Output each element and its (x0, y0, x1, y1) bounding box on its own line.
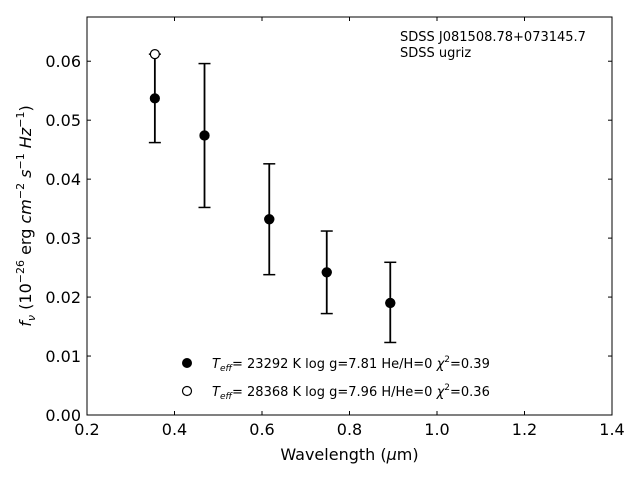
model-point-open (149, 49, 160, 60)
y-axis-ticks: 0.00 0.01 0.02 0.03 0.04 0.05 0.06 (45, 52, 612, 425)
x-tick-label: 0.4 (162, 420, 187, 439)
y-tick-label: 0.05 (45, 111, 81, 130)
model-point-filled (264, 214, 275, 225)
y-tick-label: 0.03 (45, 229, 81, 248)
legend: Teff= 23292 K log g=7.81 He/H=0 χ2=0.39 … (181, 355, 490, 402)
model-point-filled (149, 93, 160, 104)
x-axis-label: Wavelength (μm) (280, 445, 418, 464)
x-tick-label: 0.6 (249, 420, 274, 439)
legend-entry-2: Teff= 28368 K log g=7.96 H/He=0 χ2=0.36 (212, 383, 490, 402)
y-tick-label: 0.00 (45, 406, 81, 425)
y-tick-label: 0.04 (45, 170, 81, 189)
model-point-filled (321, 267, 332, 278)
x-tick-label: 1.0 (424, 420, 449, 439)
y-tick-label: 0.01 (45, 347, 81, 366)
model-points (149, 49, 396, 309)
legend-marker-filled (182, 358, 192, 368)
legend-marker-open (181, 385, 193, 397)
y-tick-label: 0.02 (45, 288, 81, 307)
x-tick-label: 0.2 (74, 420, 99, 439)
y-axis-label: fν (10−26 erg cm−2 s−1 Hz−1) (14, 105, 38, 326)
model-point-filled (385, 297, 396, 309)
y-tick-label: 0.06 (45, 52, 81, 71)
legend-entry-1: Teff= 23292 K log g=7.81 He/H=0 χ2=0.39 (212, 355, 490, 374)
x-axis-ticks: 0.2 0.4 0.6 0.8 1.0 1.2 1.4 (74, 17, 625, 439)
filter-set-annotation: SDSS ugriz (400, 46, 471, 61)
x-tick-label: 1.2 (512, 420, 537, 439)
model-point-filled (199, 130, 210, 141)
plot-frame (86, 16, 613, 416)
error-bars (148, 53, 397, 344)
object-name-annotation: SDSS J081508.78+073145.7 (400, 30, 586, 45)
x-tick-label: 0.8 (337, 420, 362, 439)
x-tick-label: 1.4 (599, 420, 624, 439)
